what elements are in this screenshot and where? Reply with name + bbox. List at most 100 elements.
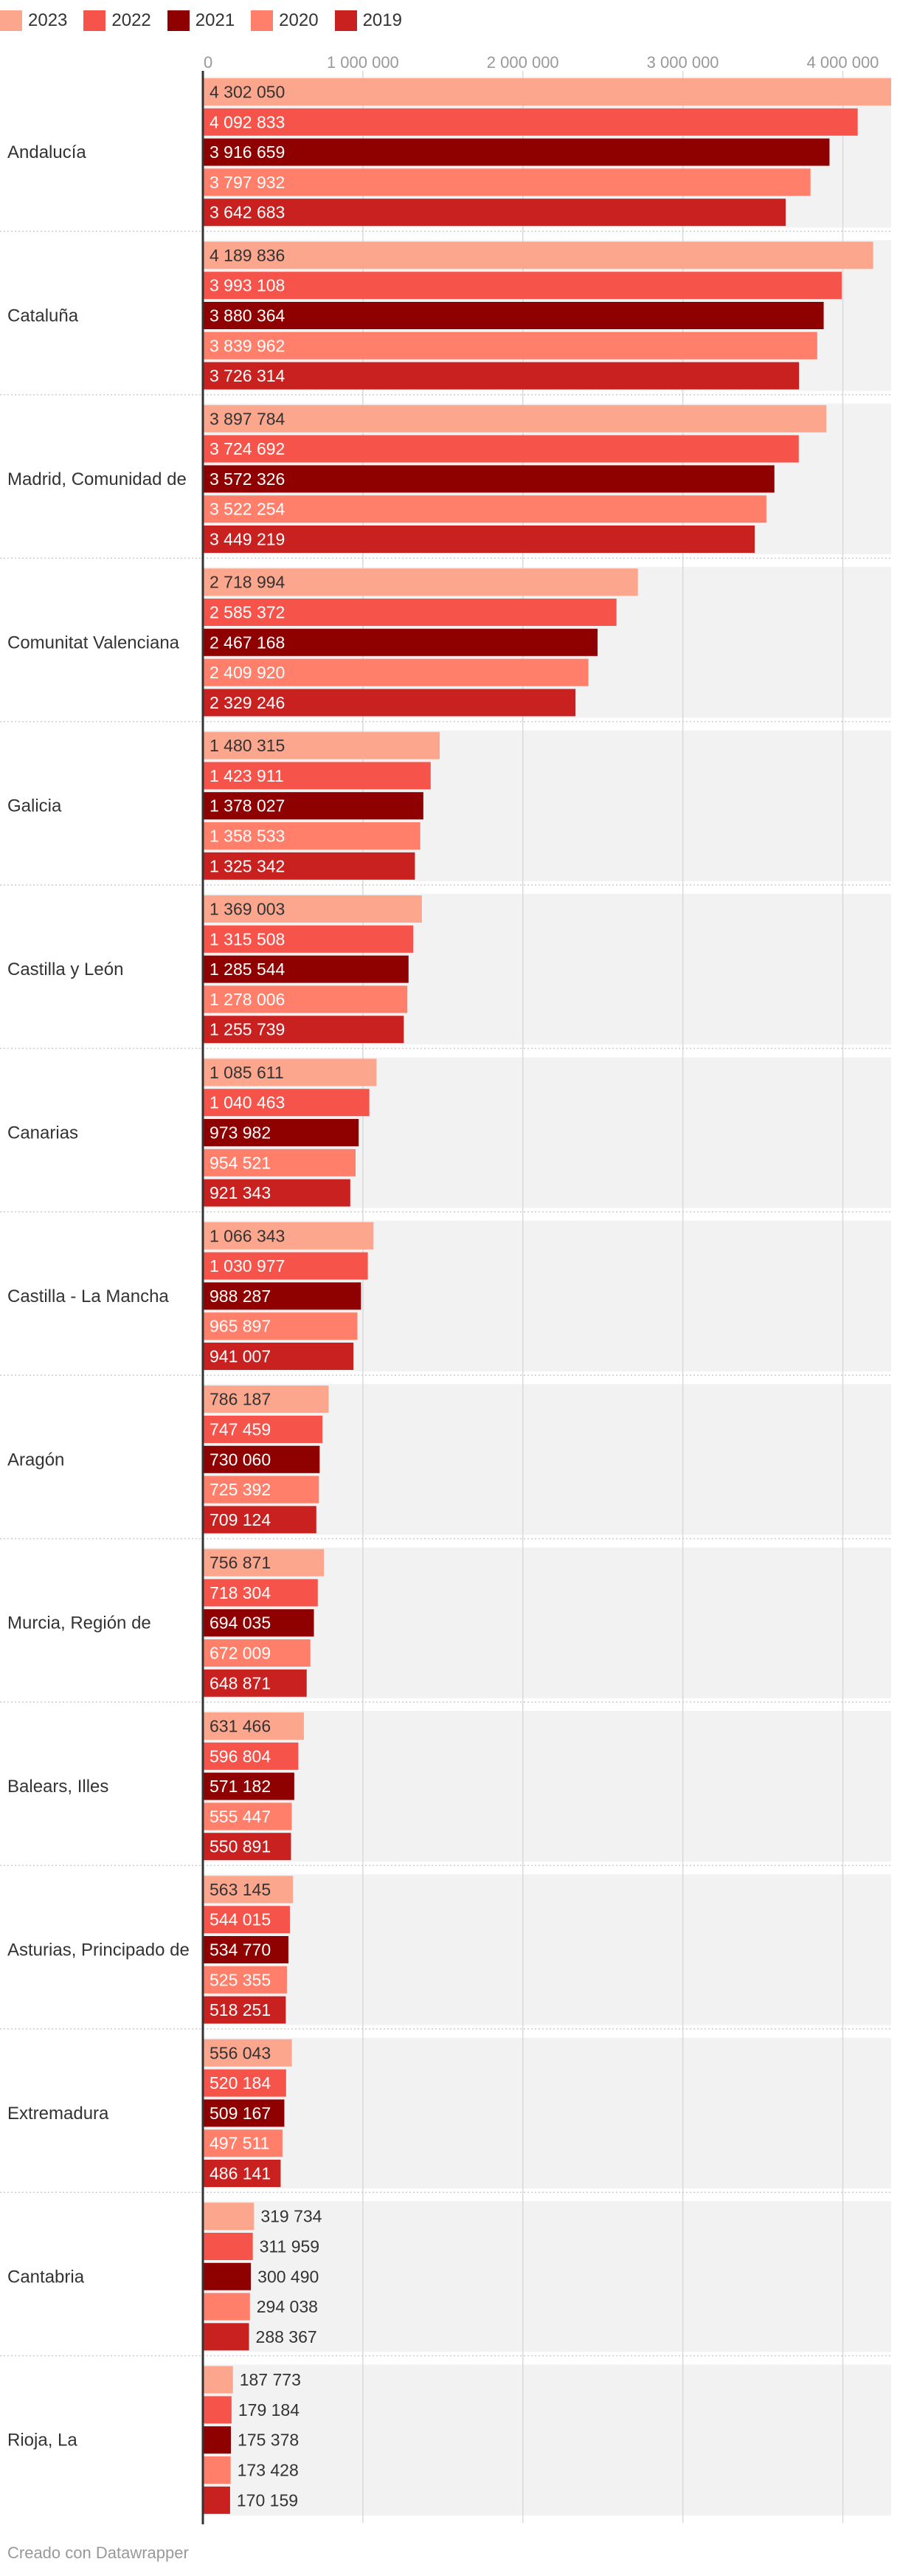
bar-2019	[203, 689, 576, 717]
legend-label: 2020	[279, 10, 319, 30]
bar-2023	[203, 404, 827, 433]
bar-2020	[203, 1966, 287, 1994]
bar-2022	[203, 108, 858, 136]
x-tick-label: 2 000 000	[487, 53, 559, 72]
bar-2020	[203, 1475, 319, 1504]
bar-2021	[203, 792, 423, 820]
category-label: Extremadura	[7, 2104, 109, 2124]
value-label: 3 449 219	[210, 530, 285, 549]
category-label: Andalucía	[7, 142, 86, 162]
value-label: 756 871	[210, 1553, 271, 1572]
value-label: 3 839 962	[210, 336, 285, 355]
bar-2023	[203, 78, 891, 106]
bar-2023	[203, 2366, 233, 2394]
bar-2019	[203, 1833, 291, 1861]
bar-2020	[203, 1312, 358, 1340]
value-label: 631 466	[210, 1717, 271, 1736]
value-label: 1 278 006	[210, 990, 285, 1009]
value-label: 1 285 544	[210, 960, 285, 979]
value-label: 2 585 372	[210, 603, 285, 622]
legend-item: 2019	[334, 10, 402, 31]
bar-2019	[203, 2486, 230, 2514]
bar-2021	[203, 138, 830, 166]
value-label: 544 015	[210, 1910, 271, 1929]
value-label: 2 329 246	[210, 693, 285, 712]
legend: 2023 2022 2021 2020 2019	[0, 7, 418, 34]
bar-2020	[203, 2293, 250, 2321]
bar-2022	[203, 599, 617, 626]
value-label: 563 145	[210, 1880, 271, 1899]
value-label: 730 060	[210, 1450, 271, 1469]
legend-label: 2022	[111, 10, 151, 30]
category-label: Cataluña	[7, 306, 79, 326]
bar-2021	[203, 1119, 359, 1146]
category-label: Balears, Illes	[7, 1777, 108, 1797]
group-background	[203, 1874, 891, 2025]
value-label: 786 187	[210, 1390, 271, 1409]
bar-2019	[203, 1016, 404, 1044]
x-tick-label: 3 000 000	[647, 53, 719, 72]
value-label: 311 959	[260, 2237, 319, 2256]
bar-2021	[203, 2099, 285, 2127]
bar-2023	[203, 731, 440, 760]
bar-2023	[203, 1222, 374, 1250]
bar-2023	[203, 241, 873, 269]
bar-2022	[203, 272, 842, 300]
value-label: 1 085 611	[210, 1063, 284, 1082]
bar-2023	[203, 2203, 255, 2231]
bar-2020	[203, 658, 589, 686]
value-label: 509 167	[210, 2104, 271, 2123]
value-label: 300 490	[257, 2267, 319, 2286]
value-label: 1 040 463	[210, 1093, 285, 1112]
legend-label: 2023	[28, 10, 68, 30]
bar-2021	[203, 1609, 314, 1637]
value-label: 1 030 977	[210, 1256, 285, 1275]
category-label: Madrid, Comunidad de	[7, 469, 187, 489]
bar-2020	[203, 1802, 292, 1831]
bar-2022	[203, 435, 799, 463]
value-label: 3 522 254	[210, 500, 285, 519]
group-background	[203, 2364, 891, 2515]
value-label: 187 773	[240, 2370, 301, 2389]
bar-2020	[203, 168, 811, 196]
bar-2020	[203, 1639, 311, 1667]
bar-2023	[203, 895, 422, 923]
value-label: 988 287	[210, 1287, 271, 1306]
bar-2021	[203, 955, 409, 983]
bar-2023	[203, 1058, 377, 1086]
value-label: 1 378 027	[210, 796, 285, 816]
value-label: 294 038	[257, 2297, 318, 2316]
value-label: 175 378	[238, 2431, 299, 2450]
value-label: 4 302 050	[210, 83, 285, 102]
value-label: 718 304	[210, 1583, 271, 1602]
category-label: Murcia, Región de	[7, 1614, 151, 1633]
bar-2019	[203, 1506, 316, 1534]
category-label: Galicia	[7, 796, 62, 816]
bar-2019	[203, 199, 786, 227]
value-label: 556 043	[210, 2043, 271, 2062]
bar-2022	[203, 925, 414, 953]
value-label: 550 891	[210, 1837, 271, 1856]
value-label: 709 124	[210, 1510, 271, 1529]
group-background	[203, 2037, 891, 2188]
group-background	[203, 1711, 891, 1862]
category-label: Castilla - La Mancha	[7, 1287, 169, 1306]
bar-2023	[203, 2039, 292, 2067]
value-label: 3 642 683	[210, 203, 285, 222]
bar-2020	[203, 2456, 231, 2484]
value-label: 3 572 326	[210, 469, 285, 489]
credit-text: Creado con Datawrapper	[7, 2544, 189, 2562]
bar-2020	[203, 2129, 283, 2157]
legend-swatch	[0, 10, 22, 31]
bar-2019	[203, 1179, 350, 1207]
value-label: 954 521	[210, 1153, 271, 1172]
value-label: 3 993 108	[210, 276, 285, 295]
bar-2022	[203, 762, 431, 790]
bar-2019	[203, 2160, 281, 2187]
bar-2019	[203, 1996, 286, 2024]
bar-2020	[203, 331, 817, 359]
value-label: 2 409 920	[210, 663, 285, 682]
value-label: 973 982	[210, 1123, 271, 1143]
value-label: 965 897	[210, 1317, 271, 1336]
legend-item: 2020	[251, 10, 319, 31]
